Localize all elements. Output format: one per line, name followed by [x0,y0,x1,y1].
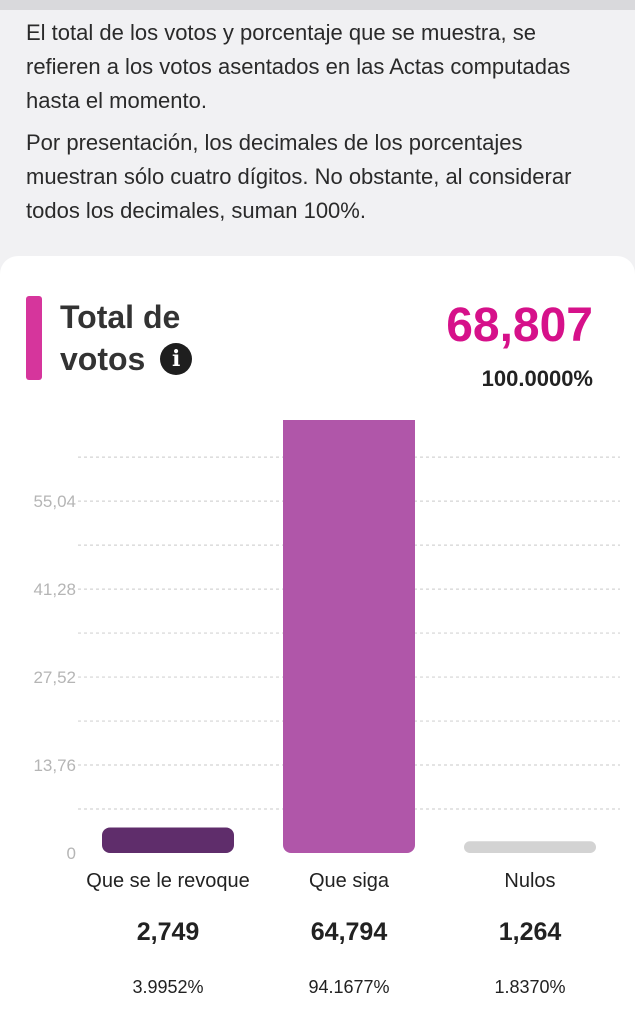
total-votes-value: 68,807 [446,299,593,352]
category-percent: 94.1677% [308,977,389,997]
top-divider [0,0,635,10]
category-percent: 1.8370% [494,977,565,997]
title-line-1: Total de [60,299,181,335]
notes-section: El total de los votos y porcentaje que s… [26,16,616,236]
category-votes: 64,794 [311,918,388,946]
y-tick-label: 0 [67,844,76,863]
y-tick-label: 27,52 [33,668,76,687]
total-votes-percent: 100.0000% [481,366,593,391]
y-tick-label: 55,04 [33,492,76,511]
category-votes: 2,749 [137,918,200,946]
bar-1 [283,420,415,853]
total-votes-title: Total de votos i [60,296,260,380]
note-paragraph-2: Por presentación, los decimales de los p… [26,130,572,223]
note-paragraph-1: El total de los votos y porcentaje que s… [26,20,571,113]
category-votes: 1,264 [499,918,562,946]
title-line-2: votos [60,341,146,377]
category-percent: 3.9952% [132,977,203,997]
y-tick-label: 13,76 [33,756,76,775]
y-tick-label: 41,28 [33,580,76,599]
bar-2 [464,841,596,853]
category-label: Que se le revoque [86,870,249,892]
category-label: Que siga [309,870,390,892]
bar-0 [102,827,234,853]
info-icon[interactable]: i [160,342,193,375]
title-accent-bar [26,296,42,380]
votes-bar-chart: 0 13,76 27,52 41,28 55,04 Que se le revoque 2,… [33,420,620,997]
category-label: Nulos [504,870,555,892]
